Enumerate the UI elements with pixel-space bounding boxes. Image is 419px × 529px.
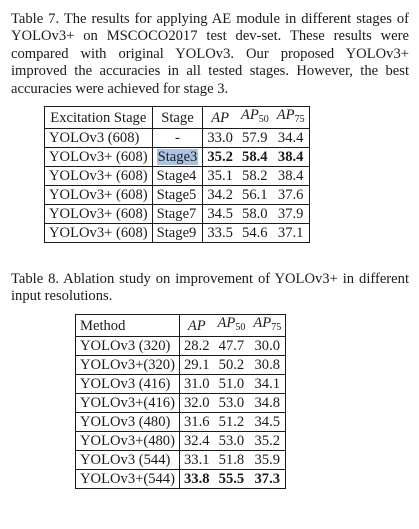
cell-ap: 31.0 bbox=[178, 374, 214, 394]
cell-ap50: 57.9 bbox=[236, 128, 273, 148]
header-ap: AP bbox=[178, 314, 214, 337]
cell-ap: 33.8 bbox=[178, 469, 214, 489]
cell-ap: 35.1 bbox=[202, 166, 237, 186]
cell-ap75: 30.8 bbox=[249, 355, 287, 375]
cell-stage: Stage3 bbox=[151, 147, 204, 167]
cell-ap50: 55.5 bbox=[213, 469, 250, 489]
cell-ap75: 37.6 bbox=[272, 185, 310, 205]
cell-stage: Stage9 bbox=[151, 223, 204, 243]
header-ap75: AP75 bbox=[249, 314, 287, 337]
cell-ap: 33.5 bbox=[202, 223, 237, 243]
cell-ap50: 56.1 bbox=[236, 185, 273, 205]
cell-method: YOLOv3 (480) bbox=[75, 412, 180, 432]
cell-method: YOLOv3 (416) bbox=[75, 374, 180, 394]
cell-method: YOLOv3+(416) bbox=[75, 393, 180, 413]
cell-ap: 35.2 bbox=[202, 147, 237, 167]
cell-ap: 32.4 bbox=[178, 431, 214, 451]
cell-method: YOLOv3+ (608) bbox=[44, 185, 153, 205]
header-method: Method bbox=[75, 314, 180, 337]
cell-stage: Stage4 bbox=[151, 166, 204, 186]
cell-ap50: 51.0 bbox=[213, 374, 250, 394]
cell-ap50: 58.2 bbox=[236, 166, 273, 186]
table-row: YOLOv3 (320) 28.2 47.7 30.0 bbox=[75, 336, 287, 356]
cell-ap75: 34.1 bbox=[249, 374, 287, 394]
table7-header-row: Excitation Stage Stage AP AP50 AP75 bbox=[44, 106, 310, 129]
cell-ap75: 37.9 bbox=[272, 204, 310, 224]
table7: Excitation Stage Stage AP AP50 AP75 YOLO… bbox=[44, 106, 310, 243]
cell-stage: - bbox=[151, 128, 204, 148]
cell-ap50: 51.8 bbox=[213, 450, 250, 470]
table-row: YOLOv3 (544) 33.1 51.8 35.9 bbox=[75, 450, 287, 470]
cell-ap75: 34.4 bbox=[272, 128, 310, 148]
cell-ap: 29.1 bbox=[178, 355, 214, 375]
table8-caption: Table 8. Ablation study on improvement o… bbox=[11, 271, 409, 305]
table7-caption: Table 7. The results for applying AE mod… bbox=[11, 11, 409, 97]
header-excitation-stage: Excitation Stage bbox=[44, 106, 153, 129]
cell-ap50: 51.2 bbox=[213, 412, 250, 432]
table-row: YOLOv3+ (608) Stage7 34.5 58.0 37.9 bbox=[44, 204, 310, 224]
table8-header-row: Method AP AP50 AP75 bbox=[75, 314, 287, 337]
table-row: YOLOv3+ (608) Stage3 35.2 58.4 38.4 bbox=[44, 147, 310, 167]
table-row: YOLOv3+(320) 29.1 50.2 30.8 bbox=[75, 355, 287, 375]
cell-method: YOLOv3 (608) bbox=[44, 128, 153, 148]
table-row: YOLOv3 (608) - 33.0 57.9 34.4 bbox=[44, 128, 310, 148]
header-ap50: AP50 bbox=[236, 106, 273, 129]
cell-method: YOLOv3+(320) bbox=[75, 355, 180, 375]
cell-ap: 34.2 bbox=[202, 185, 237, 205]
cell-ap: 32.0 bbox=[178, 393, 214, 413]
table-row: YOLOv3 (416) 31.0 51.0 34.1 bbox=[75, 374, 287, 394]
cell-stage: Stage7 bbox=[151, 204, 204, 224]
table8: Method AP AP50 AP75 YOLOv3 (320) 28.2 47… bbox=[75, 314, 287, 489]
cell-ap50: 50.2 bbox=[213, 355, 250, 375]
cell-ap75: 35.2 bbox=[249, 431, 287, 451]
cell-ap75: 37.3 bbox=[249, 469, 287, 489]
cell-ap75: 38.4 bbox=[272, 147, 310, 167]
cell-stage: Stage5 bbox=[151, 185, 204, 205]
table-row: YOLOv3+ (608) Stage5 34.2 56.1 37.6 bbox=[44, 185, 310, 205]
header-stage: Stage bbox=[151, 106, 204, 129]
cell-ap50: 54.6 bbox=[236, 223, 273, 243]
cell-method: YOLOv3 (320) bbox=[75, 336, 180, 356]
cell-ap: 33.0 bbox=[202, 128, 237, 148]
cell-ap: 33.1 bbox=[178, 450, 214, 470]
cell-method: YOLOv3+ (608) bbox=[44, 204, 153, 224]
cell-method: YOLOv3+(480) bbox=[75, 431, 180, 451]
header-ap75: AP75 bbox=[272, 106, 310, 129]
header-ap50: AP50 bbox=[213, 314, 250, 337]
cell-method: YOLOv3+ (608) bbox=[44, 166, 153, 186]
cell-ap50: 53.0 bbox=[213, 393, 250, 413]
cell-ap50: 58.4 bbox=[236, 147, 273, 167]
cell-ap75: 38.4 bbox=[272, 166, 310, 186]
cell-method: YOLOv3+ (608) bbox=[44, 147, 153, 167]
table-row: YOLOv3+(544) 33.8 55.5 37.3 bbox=[75, 469, 287, 489]
cell-ap50: 47.7 bbox=[213, 336, 250, 356]
cell-ap: 34.5 bbox=[202, 204, 237, 224]
table-row: YOLOv3+(416) 32.0 53.0 34.8 bbox=[75, 393, 287, 413]
selected-text-highlight[interactable]: Stage3 bbox=[156, 149, 199, 165]
table-row: YOLOv3+ (608) Stage4 35.1 58.2 38.4 bbox=[44, 166, 310, 186]
cell-ap50: 53.0 bbox=[213, 431, 250, 451]
cell-ap75: 34.8 bbox=[249, 393, 287, 413]
cell-method: YOLOv3+ (608) bbox=[44, 223, 153, 243]
table-row: YOLOv3+(480) 32.4 53.0 35.2 bbox=[75, 431, 287, 451]
table-row: YOLOv3+ (608) Stage9 33.5 54.6 37.1 bbox=[44, 223, 310, 243]
cell-method: YOLOv3 (544) bbox=[75, 450, 180, 470]
cell-ap: 28.2 bbox=[178, 336, 214, 356]
cell-ap50: 58.0 bbox=[236, 204, 273, 224]
cell-ap75: 37.1 bbox=[272, 223, 310, 243]
cell-method: YOLOv3+(544) bbox=[75, 469, 180, 489]
table-row: YOLOv3 (480) 31.6 51.2 34.5 bbox=[75, 412, 287, 432]
header-ap: AP bbox=[202, 106, 237, 129]
cell-ap75: 34.5 bbox=[249, 412, 287, 432]
cell-ap75: 30.0 bbox=[249, 336, 287, 356]
cell-ap: 31.6 bbox=[178, 412, 214, 432]
cell-ap75: 35.9 bbox=[249, 450, 287, 470]
